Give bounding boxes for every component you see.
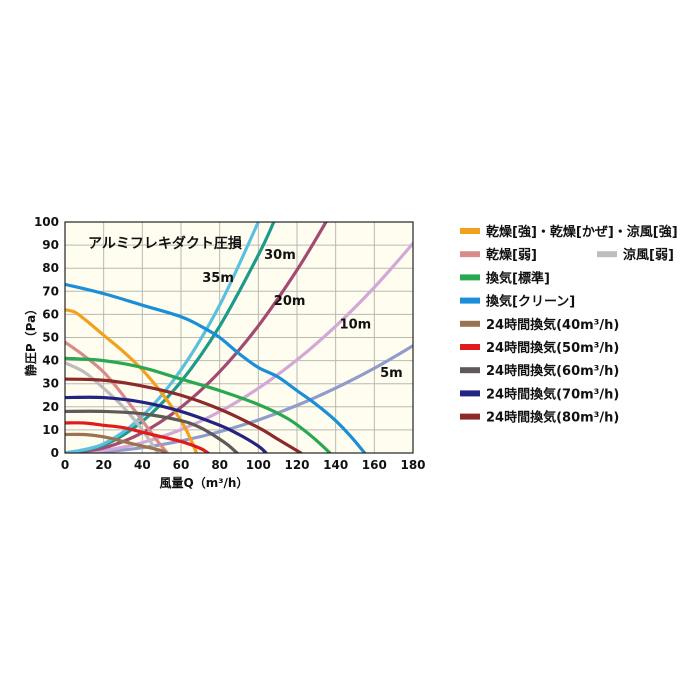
y-tick-label: 80: [42, 261, 59, 275]
x-tick-label: 100: [246, 458, 271, 472]
legend-swatch: [460, 344, 480, 350]
legend-label: 涼風[弱]: [623, 247, 674, 263]
legend-label: 乾燥[強]・乾燥[かぜ]・涼風[強]: [486, 224, 678, 240]
duct-curve-label: 5m: [380, 366, 403, 381]
duct-curve-label: 35m: [202, 271, 234, 286]
plot-area: 0 20 40 60 80 100 120 140 160 180 0 10 20 30 40 50 60 70 8…: [23, 215, 426, 490]
series-line-5: [65, 432, 168, 453]
legend-swatch: [460, 367, 480, 374]
legend-item: 24時間換気(50m³/h): [460, 340, 619, 356]
chart-title: アルミフレキダクト圧損: [88, 235, 243, 252]
series-line-9: [65, 377, 303, 453]
duct-curve-10m: [65, 241, 413, 453]
legend-swatch: [460, 228, 480, 234]
y-tick-label: 40: [42, 354, 59, 368]
x-axis-title: 風量Q（m³/h）: [160, 475, 249, 490]
legend-item: 24時間換気(80m³/h): [460, 410, 619, 426]
duct-curve-35m: [65, 222, 260, 453]
legend-item: 換気[クリーン]: [460, 294, 575, 310]
duct-curve-5m: [65, 344, 413, 453]
series-line-7: [65, 409, 239, 453]
legend-item: 24時間換気(70m³/h): [460, 386, 619, 402]
legend-label: 24時間換気(60m³/h): [486, 363, 619, 379]
plot-frame: [64, 221, 414, 454]
duct-curve-label: 30m: [264, 248, 296, 263]
legend-swatch: [460, 297, 480, 304]
legend-item: 24時間換気(40m³/h): [460, 317, 619, 333]
series-line-1: [65, 340, 170, 453]
x-tick-label: 40: [134, 458, 151, 472]
y-tick-label: 60: [42, 307, 59, 321]
y-tick-label: 70: [42, 284, 59, 298]
series-line-6: [65, 421, 210, 453]
duct-curve-label: 10m: [340, 317, 372, 332]
x-tick-label: 140: [323, 458, 348, 472]
legend-swatch: [460, 390, 480, 397]
series-line-4: [65, 282, 367, 453]
legend-item: 乾燥[強]・乾燥[かぜ]・涼風[強]: [460, 224, 678, 240]
legend-swatch: [460, 413, 480, 420]
legend-label: 乾燥[弱]: [486, 247, 537, 263]
legend-item: 乾燥[弱]: [460, 247, 537, 263]
duct-curve-20m: [65, 222, 328, 453]
duct-curve-label: 20m: [274, 294, 306, 309]
legend-item: 涼風[弱]: [597, 247, 674, 263]
legend-label: 24時間換気(70m³/h): [486, 386, 619, 402]
legend-swatch: [460, 320, 480, 327]
legend: 乾燥[強]・乾燥[かぜ]・涼風[強] 乾燥[弱] 涼風[弱] 換気[標準] 換気[クリー…: [460, 224, 678, 426]
y-tick-label: 20: [42, 400, 59, 414]
y-tick-label: 30: [42, 377, 59, 391]
series-line-3: [65, 356, 332, 453]
x-tick-label: 60: [173, 458, 190, 472]
x-tick-label: 20: [95, 458, 112, 472]
x-tick-label: 80: [211, 458, 228, 472]
y-tick-label: 50: [42, 331, 59, 345]
x-tick-label: 180: [400, 458, 425, 472]
x-tick-label: 160: [362, 458, 387, 472]
legend-label: 24時間換気(40m³/h): [486, 317, 619, 333]
curves: [65, 222, 413, 453]
legend-label: 換気[クリーン]: [486, 294, 575, 310]
series-line-0: [65, 308, 199, 453]
legend-item: 24時間換気(60m³/h): [460, 363, 619, 379]
legend-swatch: [460, 251, 480, 258]
y-tick-label: 0: [51, 446, 59, 460]
legend-swatch: [460, 274, 480, 281]
series-line-8: [65, 395, 268, 453]
legend-label: 24時間換気(80m³/h): [486, 410, 619, 426]
legend-swatch: [597, 251, 617, 258]
legend-label: 24時間換気(50m³/h): [486, 340, 619, 356]
x-tick-label: 120: [284, 458, 309, 472]
y-tick-label: 90: [42, 238, 59, 252]
legend-label: 換気[標準]: [486, 270, 550, 286]
y-tick-label: 100: [34, 215, 59, 229]
legend-item: 換気[標準]: [460, 270, 550, 286]
y-tick-label: 10: [42, 423, 59, 437]
x-tick-label: 0: [61, 458, 69, 472]
y-axis-title: 静圧P（Pa）: [23, 303, 38, 376]
